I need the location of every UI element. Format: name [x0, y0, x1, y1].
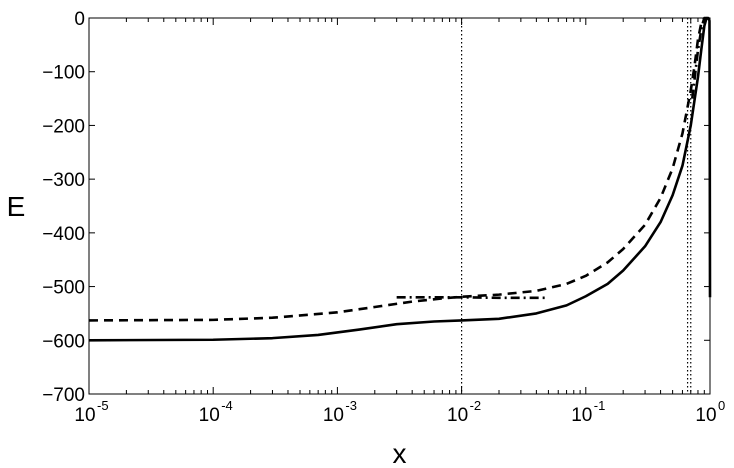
x-axis-label: x — [393, 438, 407, 468]
y-tick-label: −100 — [42, 63, 85, 84]
x-tick-label: 10 — [571, 405, 592, 426]
y-tick-label: −500 — [42, 278, 85, 299]
x-tick-label: 10 — [323, 405, 344, 426]
y-tick-label: −300 — [42, 170, 85, 191]
x-tick-label: 10 — [695, 405, 716, 426]
x-tick-exponent: -3 — [345, 398, 357, 413]
x-tick-exponent: -2 — [470, 398, 482, 413]
x-tick-exponent: -5 — [97, 398, 109, 413]
x-tick-exponent: -4 — [221, 398, 233, 413]
y-axis-label: E — [7, 191, 26, 222]
y-tick-label: −400 — [42, 224, 85, 245]
y-tick-label: −700 — [42, 385, 85, 406]
series-line-dashdot — [690, 17, 706, 99]
x-tick-label: 10 — [447, 405, 468, 426]
x-tick-exponent: 0 — [718, 398, 725, 413]
y-tick-label: −600 — [42, 331, 85, 352]
x-tick-label: 10 — [199, 405, 220, 426]
series-line-dashdot — [396, 296, 546, 300]
plot-area — [88, 16, 712, 395]
x-tick-exponent: -1 — [594, 398, 606, 413]
y-tick-label: 0 — [74, 9, 85, 30]
plot-frame — [88, 17, 711, 395]
x-tick-labels: 10 -5 10 -4 10 -3 10 -2 10 -1 10 0 — [74, 398, 725, 426]
y-tick-label: −200 — [42, 116, 85, 137]
series-line-solid — [88, 16, 712, 342]
series-line-dashed — [88, 16, 708, 322]
y-tick-labels: 0 −100 −200 −300 −400 −500 −600 −700 — [42, 9, 85, 406]
x-tick-label: 10 — [74, 405, 95, 426]
